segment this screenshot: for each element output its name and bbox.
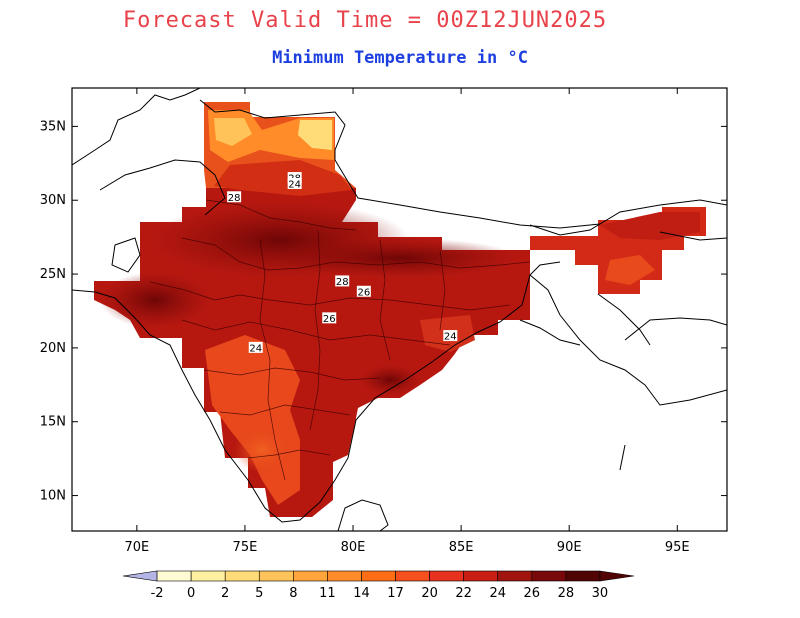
colorbar-swatch — [463, 570, 499, 582]
lat-tick-label: 30N — [40, 193, 66, 208]
colorbar-swatch-end — [599, 570, 635, 582]
hot-core-coast — [360, 365, 420, 395]
lat-tick-label: 15N — [40, 415, 66, 430]
colorbar-swatch — [361, 570, 396, 582]
colorbar-swatch — [327, 570, 362, 582]
hot-core-gangetic — [280, 238, 520, 278]
colorbar-swatch — [156, 570, 192, 582]
colorbar-swatch — [395, 570, 430, 582]
lon-tick-label: 80E — [341, 540, 366, 555]
colorbar-swatch — [122, 570, 158, 582]
contour-label-text: 24 — [288, 179, 301, 190]
colorbar-label: -2 — [151, 586, 164, 601]
contour-label-text: 28 — [228, 193, 241, 204]
colorbar-label: 24 — [489, 586, 506, 601]
lat-tick-label: 10N — [40, 489, 66, 504]
contour-label-bg — [287, 172, 302, 184]
contour-label-bg — [335, 275, 350, 287]
colorbar: -2 0 2 5 8 11 14 17 20 22 24 26 28 30 — [122, 570, 635, 601]
contour-labels: 2824282826262424 — [227, 172, 458, 354]
colorbar-label: 2 — [221, 586, 229, 601]
lat-tick-label: 25N — [40, 267, 66, 282]
colorbar-swatch — [429, 570, 464, 582]
coastline-borders — [72, 88, 727, 531]
northeast-warm-band — [600, 212, 700, 240]
colorbar-swatch — [565, 570, 601, 582]
contour-label-text: 24 — [249, 343, 262, 354]
colorbar-swatch — [224, 570, 260, 582]
contour-label: 26 — [322, 312, 337, 325]
transition-band — [214, 160, 352, 196]
lon-tick-label: 75E — [233, 540, 258, 555]
state-boundaries — [149, 199, 531, 481]
contour-label-text: 24 — [444, 332, 457, 343]
contour-label-text: 26 — [323, 314, 336, 325]
contour-label-bg — [322, 312, 337, 324]
colorbar-label: 0 — [187, 586, 195, 601]
contour-label-bg — [287, 177, 302, 189]
map-subtitle: Minimum Temperature in °C — [272, 48, 528, 68]
deccan-mild-spot — [234, 428, 290, 472]
forecast-title: Forecast Valid Time = 00Z12JUN2025 — [122, 8, 608, 33]
map-frame — [71, 87, 728, 532]
longitude-ticks: 70E 75E 80E 85E 90E 95E — [124, 88, 690, 555]
contour-label: 24 — [248, 341, 263, 354]
colorbar-label: 20 — [421, 586, 438, 601]
contour-label-text: 28 — [336, 277, 349, 288]
colorbar-label: 14 — [353, 586, 370, 601]
lon-tick-label: 70E — [124, 540, 149, 555]
colorbar-label: 22 — [455, 586, 472, 601]
contour-label: 26 — [356, 285, 371, 298]
northeast-mild-spot — [605, 255, 655, 285]
contour-label-bg — [356, 285, 371, 297]
contour-label: 24 — [443, 330, 458, 343]
colorbar-swatch — [293, 570, 328, 582]
lat-tick-label: 20N — [40, 341, 66, 356]
contour-label-bg — [443, 330, 458, 342]
colorbar-label: 5 — [255, 586, 263, 601]
contour-label: 24 — [287, 177, 302, 190]
colorbar-label: 30 — [592, 586, 609, 601]
colorbar-swatch — [531, 570, 567, 582]
colorbar-label: 26 — [524, 586, 541, 601]
hot-core-gujarat — [100, 272, 210, 328]
lon-tick-label: 85E — [449, 540, 474, 555]
contour-label-bg — [248, 341, 263, 353]
cool-zone-mid — [214, 118, 252, 146]
colorbar-swatch — [497, 570, 533, 582]
contour-label: 28 — [335, 275, 350, 288]
coolest-zone — [298, 120, 332, 150]
colorbar-label: 28 — [558, 586, 575, 601]
colorbar-label: 8 — [289, 586, 297, 601]
contour-label: 28 — [227, 191, 242, 204]
colorbar-label: 17 — [387, 586, 404, 601]
colorbar-label: 11 — [319, 586, 336, 601]
lon-tick-label: 90E — [557, 540, 582, 555]
contour-label-text: 26 — [357, 287, 370, 298]
colorbar-swatch — [258, 570, 294, 582]
lat-tick-label: 35N — [40, 119, 66, 134]
latitude-ticks: 10N 15N 20N 25N 30N 35N — [40, 119, 727, 504]
colorbar-swatch — [190, 570, 226, 582]
contour-label-bg — [227, 191, 242, 203]
lon-tick-label: 95E — [665, 540, 690, 555]
